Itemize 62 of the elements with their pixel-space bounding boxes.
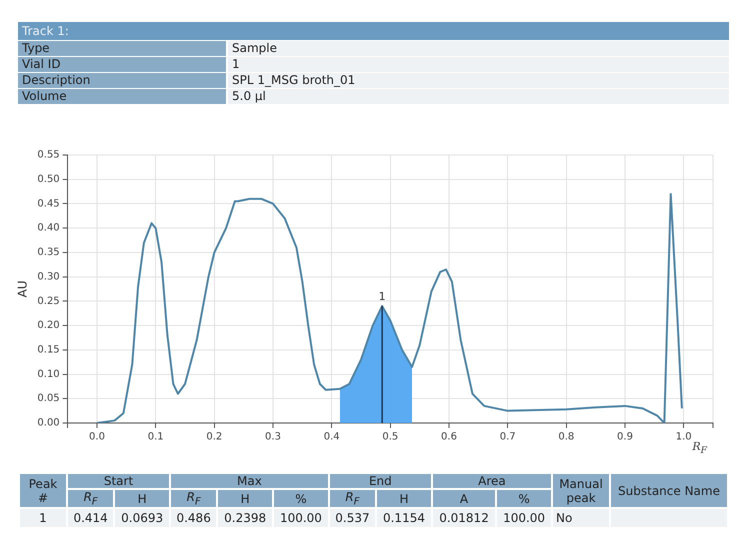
text: % xyxy=(518,492,530,506)
x-tick-label: 0.0 xyxy=(89,432,105,443)
text: % xyxy=(295,492,307,506)
x-tick-label: 0.5 xyxy=(382,432,398,443)
text: 0.1154 xyxy=(376,508,432,528)
text: Start xyxy=(67,473,170,489)
y-tick-label: 0.45 xyxy=(37,198,60,210)
text: Type xyxy=(18,41,226,56)
y-tick-label: 0.30 xyxy=(37,271,60,282)
y-tick-label: 0.15 xyxy=(37,344,60,356)
x-tick-label: 0.7 xyxy=(500,432,516,443)
text: 0.01812 xyxy=(432,508,496,528)
y-tick-label: 0.05 xyxy=(37,393,60,404)
y-tick-label: 0.10 xyxy=(37,368,60,380)
y-tick-label: 0.00 xyxy=(37,418,60,429)
text: Peak # xyxy=(19,473,67,508)
y-tick-label: 0.35 xyxy=(37,247,60,258)
text: R$_{F}$ xyxy=(345,490,360,508)
text: 100.00 xyxy=(496,508,552,528)
text: Max xyxy=(170,473,329,489)
text: 1 xyxy=(19,508,67,528)
text: 0.0693 xyxy=(114,508,170,528)
text: 0.486 xyxy=(170,508,218,528)
y-tick-label: 0.20 xyxy=(37,320,60,332)
text: End xyxy=(328,473,432,489)
text: Area xyxy=(432,473,552,489)
y-tick-label: 0.25 xyxy=(37,296,60,307)
text: R$_{F}$ xyxy=(84,490,98,508)
text: H xyxy=(138,492,147,506)
annotation: 1 xyxy=(378,290,386,304)
x-tick-label: 0.4 xyxy=(324,432,340,443)
x-tick-label: 1.0 xyxy=(676,432,692,443)
text: 100.00 xyxy=(273,508,329,528)
text: No xyxy=(552,508,610,528)
text: H xyxy=(399,492,408,506)
x-tick-label: 0.9 xyxy=(617,432,633,443)
text: Vial ID xyxy=(18,57,226,72)
text: Description xyxy=(18,73,226,88)
x-tick-label: 0.8 xyxy=(558,432,574,443)
x-axis-title: R$_{F}$ xyxy=(692,440,707,456)
text: Sample xyxy=(228,41,729,56)
y-tick-label: 0.40 xyxy=(37,222,60,234)
text: H xyxy=(240,492,250,506)
x-tick-label: 0.3 xyxy=(265,432,281,443)
y-tick-label: 0.55 xyxy=(37,150,60,161)
text: 5.0 µl xyxy=(228,89,729,104)
x-tick-label: 0.2 xyxy=(206,432,222,443)
y-axis-title: AU xyxy=(15,280,30,298)
text: R$_{F}$ xyxy=(186,490,201,508)
text: Volume xyxy=(18,89,226,104)
x-tick-label: 0.1 xyxy=(148,432,164,443)
chart-title: Track 1: xyxy=(18,22,729,40)
text: 0.414 xyxy=(67,508,114,528)
text: Substance Name xyxy=(610,473,728,508)
text: Manual peak xyxy=(552,473,610,508)
text: A xyxy=(460,492,468,506)
text: SPL 1_MSG broth_01 xyxy=(228,73,729,88)
text: 1 xyxy=(228,57,729,72)
y-tick-label: 0.50 xyxy=(37,174,60,185)
text: 0.2398 xyxy=(217,508,274,528)
x-tick-label: 0.6 xyxy=(441,432,457,443)
text: 0.537 xyxy=(328,508,376,528)
